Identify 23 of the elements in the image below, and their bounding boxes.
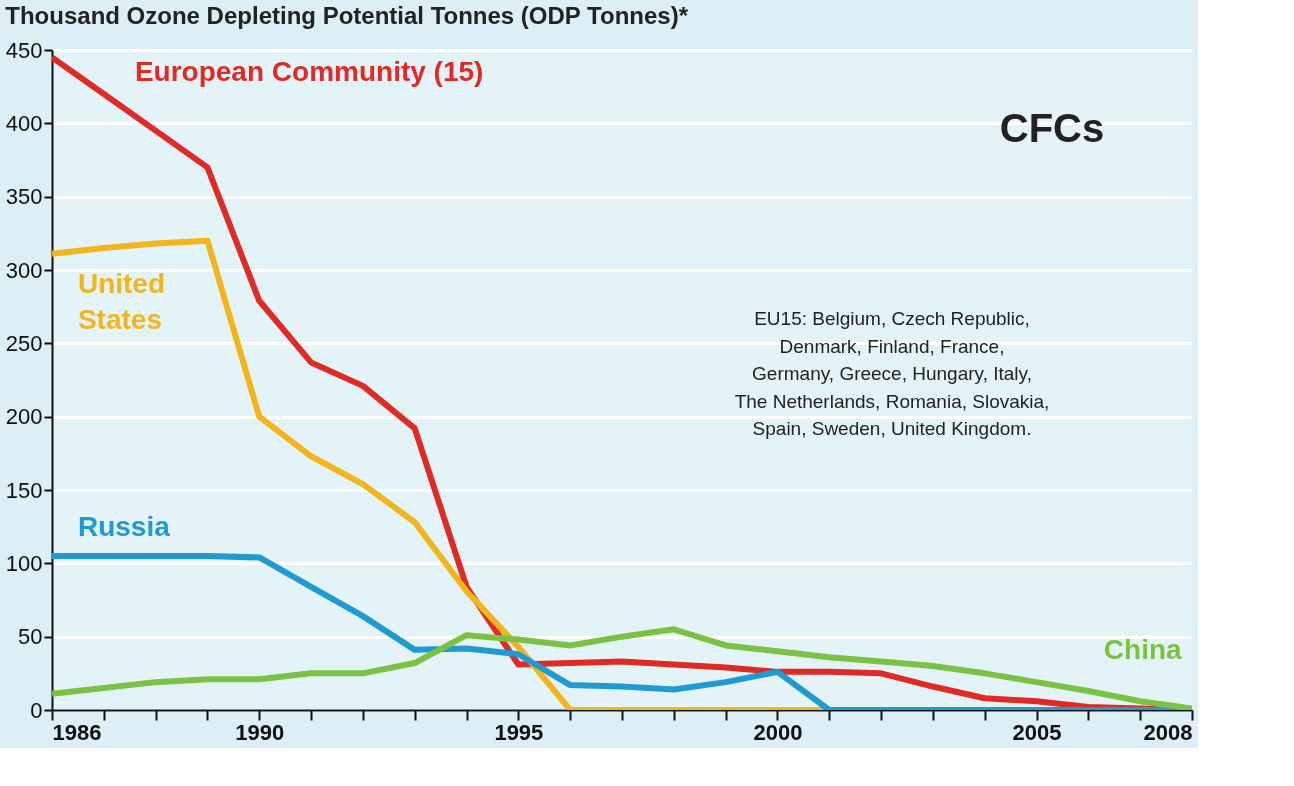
y-tick-label: 400 [5, 110, 43, 136]
series-label: United States [77, 267, 166, 335]
series-label: European Community (15) [134, 56, 484, 88]
y-tick-label: 200 [5, 404, 43, 430]
y-tick-label: 50 [18, 624, 43, 650]
y-tick-label: 250 [5, 330, 43, 356]
x-tick-label: 1990 [235, 719, 285, 745]
y-tick-label: 100 [5, 550, 43, 576]
x-tick-label: 1995 [494, 719, 544, 745]
series-label: Russia [77, 511, 171, 543]
y-tick-label: 450 [5, 37, 43, 63]
annotation: EU15: Belgium, Czech Republic, Denmark, Finland, France, Germany, Greece, Hungary, Italy, The Netherlands, Romania, Slovakia, Spain, Sweden, United Kingdom. [734, 308, 1050, 440]
y-tick-label: 350 [5, 184, 43, 210]
x-tick-label: 2008 [1143, 719, 1193, 745]
x-tick-label: 2005 [1012, 719, 1062, 745]
y-tick-label: 300 [5, 257, 43, 283]
series-label: China [1103, 634, 1183, 666]
x-tick-label: 1986 [52, 719, 102, 745]
annotation: CFCs [999, 106, 1105, 150]
y-tick-label: 150 [5, 477, 43, 503]
x-tick-label: 2000 [753, 719, 803, 745]
y-tick-label: 0 [30, 697, 43, 723]
chart-title: Thousand Ozone Depleting Potential Tonnes (ODP Tonnes)* [5, 2, 689, 29]
